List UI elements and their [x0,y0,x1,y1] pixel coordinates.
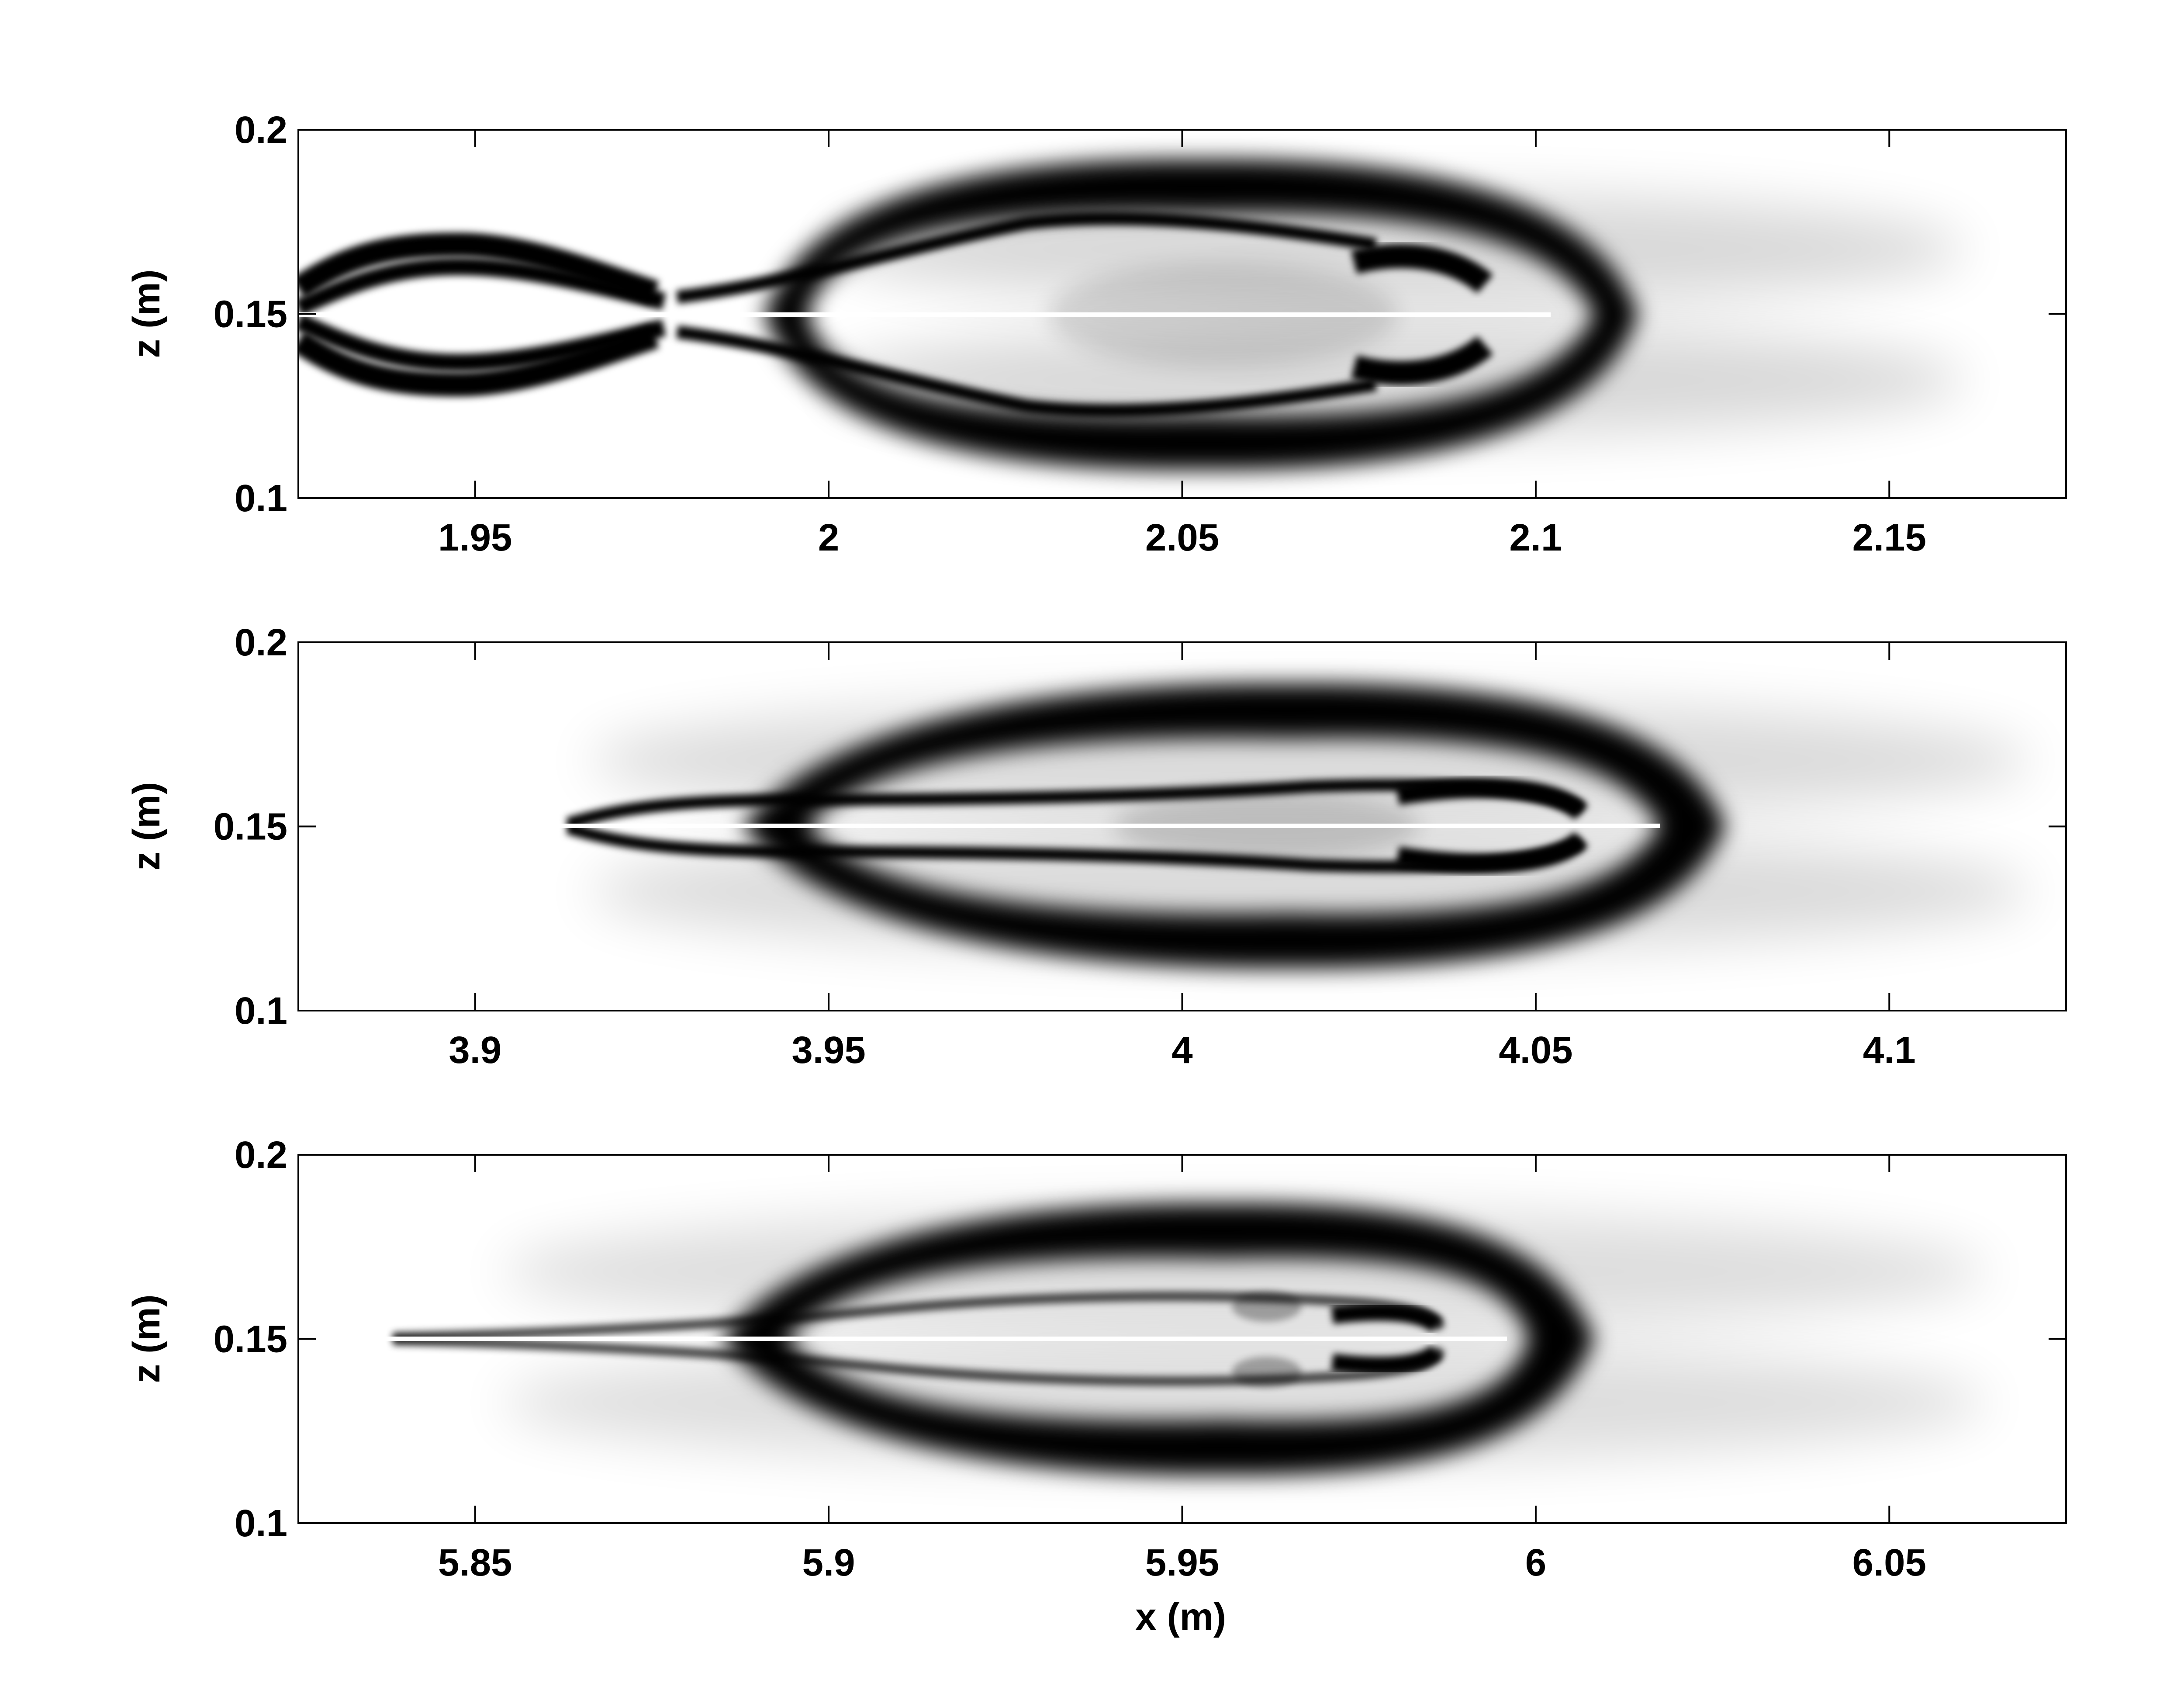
subplot-3: 5.85 5.9 5.95 6 6.05 0.1 0.15 0.2 z (m) x (m) [125,1134,2066,1638]
x-axis-label-3: x (m) [1135,1596,1226,1638]
y-axis-label-2: z (m) [125,782,168,871]
x-tick-label: 2.05 [1145,516,1219,559]
x-tick-label: 4 [1171,1029,1192,1071]
x-tick-label: 5.9 [802,1541,855,1584]
x-tick-label: 2 [818,516,839,559]
y-tick-label: 0.15 [214,806,287,848]
y-tick-label: 0.2 [235,621,287,664]
x-tick-label: 5.85 [438,1541,512,1584]
inner-blob-lower-3 [1232,1357,1302,1387]
y-tick-label: 0.1 [235,990,287,1032]
subplot-2: 3.9 3.95 4 4.05 4.1 0.1 0.15 0.2 z (m) [125,621,2066,1071]
x-tick-label: 6.05 [1852,1541,1926,1584]
y-tick-label: 0.2 [235,109,287,151]
y-tick-label: 0.1 [235,1502,287,1545]
x-tick-label: 4.1 [1863,1029,1916,1071]
y-axis-label-1: z (m) [125,270,168,358]
x-tick-label: 4.05 [1499,1029,1572,1071]
y-tick-label: 0.15 [214,293,287,336]
x-tick-label: 3.95 [791,1029,865,1071]
x-tick-label: 5.95 [1145,1541,1219,1584]
y-tick-label: 0.2 [235,1134,287,1176]
y-tick-label: 0.15 [214,1318,287,1361]
x-tick-label: 3.9 [449,1029,501,1071]
y-tick-label: 0.1 [235,477,287,520]
x-tick-label: 2.1 [1509,516,1562,559]
inner-blob-upper-3 [1232,1291,1302,1322]
x-tick-label: 1.95 [438,516,512,559]
subplot-1: 1.95 2 2.05 2.1 2.15 0.1 0.15 0.2 z (m) [125,109,2066,559]
y-axis-label-3: z (m) [125,1295,168,1383]
x-tick-label: 2.15 [1852,516,1926,559]
x-tick-label: 6 [1525,1541,1546,1584]
